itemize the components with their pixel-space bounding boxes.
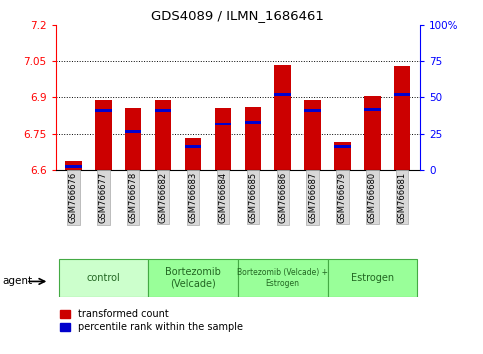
Text: GSM766676: GSM766676 [69,172,78,223]
Bar [394,66,411,170]
Text: Bortezomib
(Velcade): Bortezomib (Velcade) [165,267,221,289]
Bar [244,107,261,170]
Bar [65,165,82,168]
Text: GSM766678: GSM766678 [129,172,138,223]
Text: GSM766679: GSM766679 [338,172,347,223]
Bar [304,109,321,112]
Legend: transformed count, percentile rank within the sample: transformed count, percentile rank withi… [60,309,243,332]
FancyBboxPatch shape [148,259,238,297]
FancyBboxPatch shape [58,259,148,297]
Text: GSM766683: GSM766683 [188,172,198,223]
Bar [125,108,142,170]
Text: agent: agent [2,276,32,286]
Text: Bortezomib (Velcade) +
Estrogen: Bortezomib (Velcade) + Estrogen [237,268,328,287]
Bar [364,108,381,111]
Bar [65,161,82,170]
Bar [215,122,231,125]
Bar [125,130,142,133]
Text: GSM766685: GSM766685 [248,172,257,223]
Bar [274,65,291,170]
Bar [185,145,201,148]
Text: GSM766680: GSM766680 [368,172,377,223]
Bar [304,100,321,170]
Bar [244,121,261,124]
Bar [274,93,291,96]
Bar [95,109,112,112]
Bar [394,93,411,96]
Text: GSM766682: GSM766682 [158,172,168,223]
Text: GSM766677: GSM766677 [99,172,108,223]
Bar [155,100,171,170]
FancyBboxPatch shape [327,259,417,297]
Text: GSM766681: GSM766681 [398,172,407,223]
Title: GDS4089 / ILMN_1686461: GDS4089 / ILMN_1686461 [152,9,324,22]
Bar [95,100,112,170]
Text: GSM766686: GSM766686 [278,172,287,223]
Bar [364,96,381,170]
Bar [185,138,201,170]
Text: Estrogen: Estrogen [351,273,394,283]
Bar [215,108,231,170]
Text: GSM766687: GSM766687 [308,172,317,223]
Text: GSM766684: GSM766684 [218,172,227,223]
FancyBboxPatch shape [238,259,327,297]
Text: control: control [86,273,120,283]
Bar [334,142,351,170]
Bar [155,109,171,112]
Bar [334,145,351,148]
